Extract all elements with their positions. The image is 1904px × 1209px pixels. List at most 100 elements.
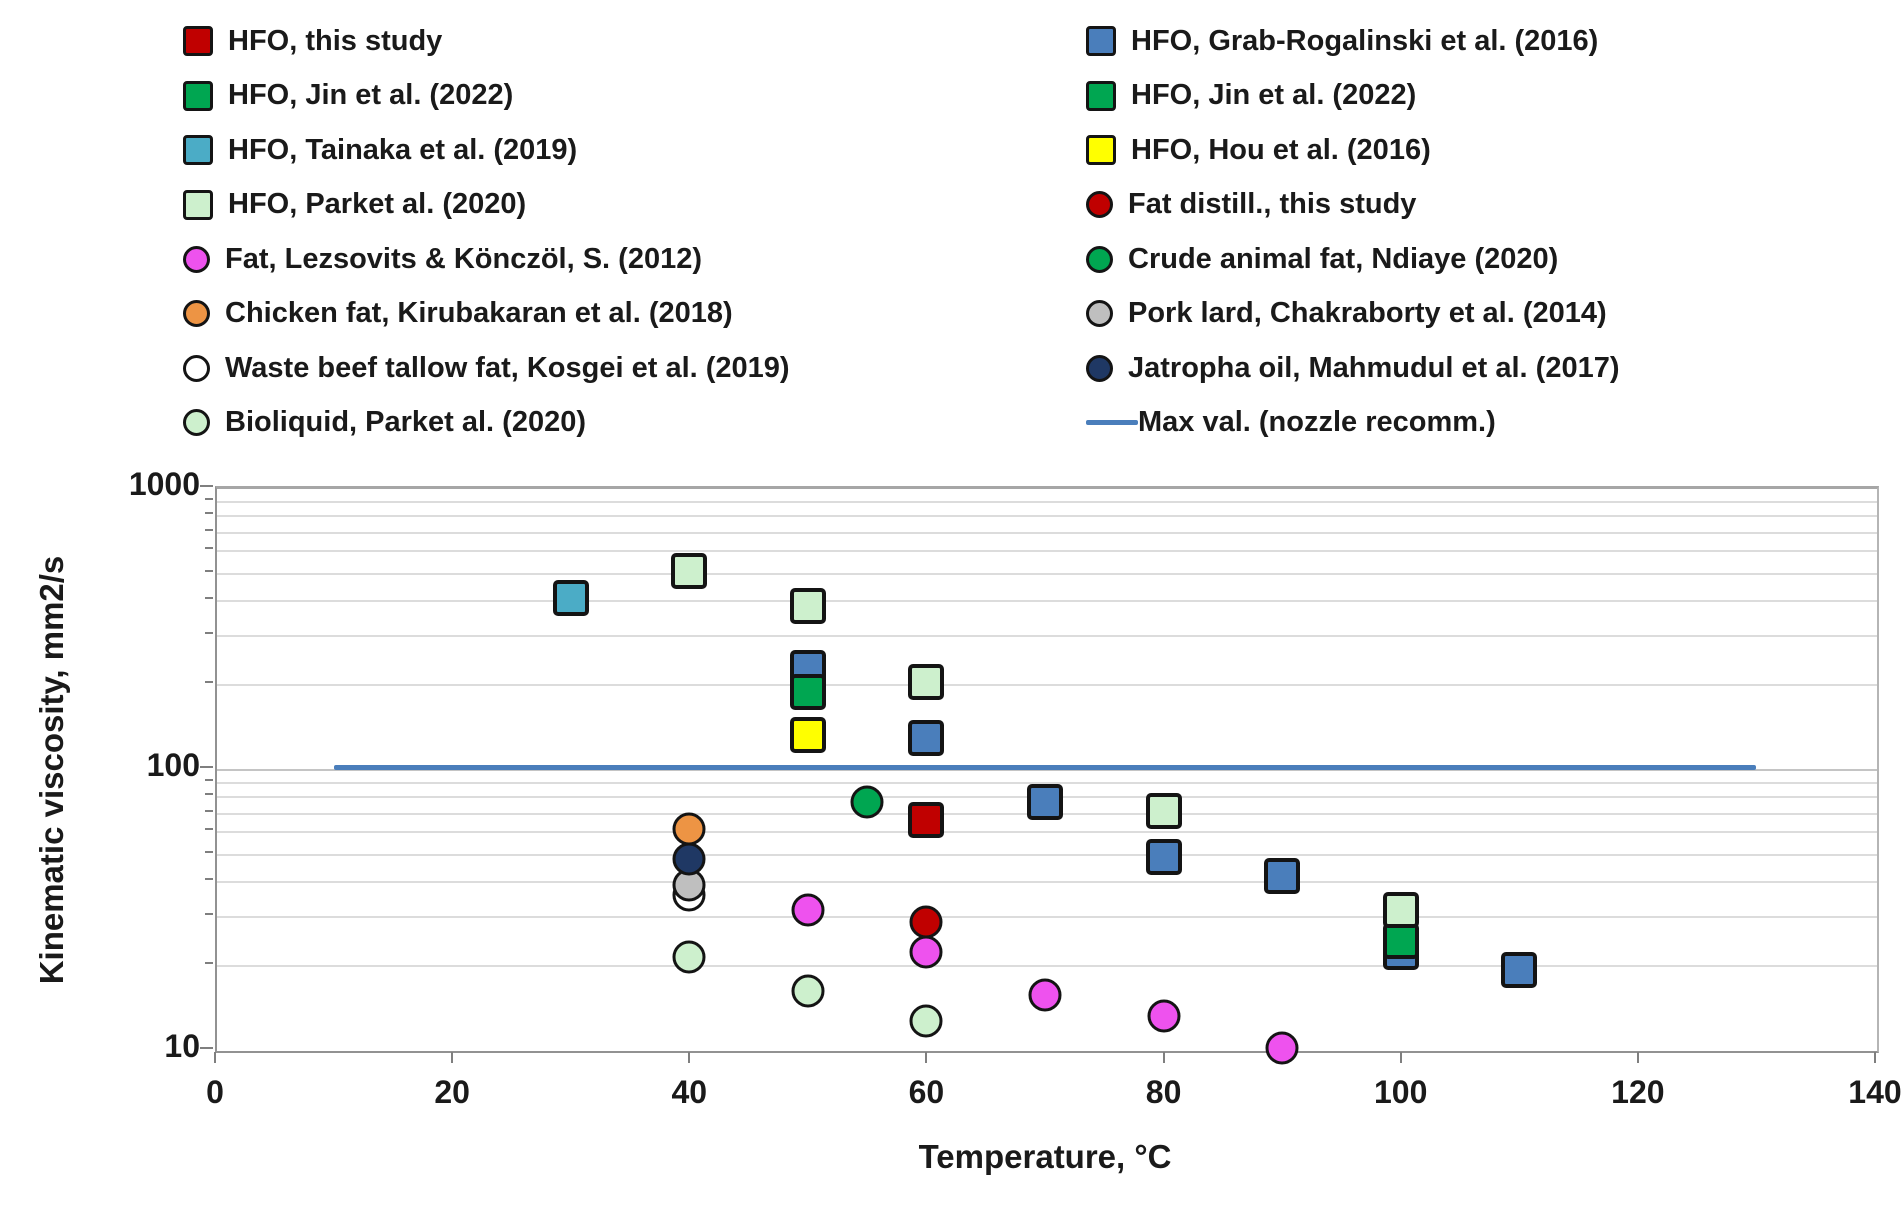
legend-item: Max val. (nozzle recomm.) — [1086, 396, 1620, 451]
legend-circle-marker-icon — [183, 409, 210, 437]
y-tick-mark — [200, 1047, 213, 1049]
legend-label: Chicken fat, Kirubakaran et al. (2018) — [225, 297, 733, 330]
data-point — [1027, 784, 1063, 821]
y-tick-mark — [205, 681, 213, 684]
x-tick-label: 100 — [1374, 1074, 1428, 1110]
gridline — [217, 500, 1877, 503]
legend-square-marker-icon — [1086, 26, 1116, 57]
y-tick-mark — [205, 809, 213, 812]
data-point — [908, 664, 945, 701]
x-tick-label: 140 — [1848, 1074, 1902, 1110]
data-point — [789, 587, 826, 624]
x-tick-label: 60 — [908, 1074, 945, 1110]
data-point — [909, 1004, 943, 1038]
data-point — [909, 905, 943, 939]
legend-circle-marker-icon — [183, 245, 210, 273]
data-point — [789, 716, 826, 753]
legend-item: Fat distill., this study — [1086, 178, 1620, 233]
legend-item: Fat, Lezsovits & Könczöl, S. (2012) — [183, 232, 790, 287]
x-tick-label: 40 — [671, 1074, 708, 1110]
legend-square-marker-icon — [183, 189, 213, 220]
legend-square-marker-icon — [183, 135, 213, 166]
y-tick-label: 10 — [164, 1028, 200, 1064]
data-point — [672, 940, 706, 974]
y-tick-mark — [205, 528, 213, 531]
legend-column-left: HFO, this study HFO, Jin et al. (2022) HFO… — [183, 14, 790, 450]
gridline — [217, 915, 1877, 918]
x-tick-label: 0 — [206, 1074, 224, 1110]
max-value-line — [333, 764, 1757, 770]
y-tick-label: 100 — [146, 747, 200, 783]
y-tick-mark — [205, 912, 213, 915]
x-tick-mark — [688, 1052, 691, 1063]
legend-item: Crude animal fat, Ndiaye (2020) — [1086, 232, 1620, 287]
legend-item: HFO, Jin et al. (2022) — [183, 69, 790, 124]
legend-label: Fat distill., this study — [1128, 188, 1417, 221]
gridline — [217, 684, 1877, 687]
legend-label: HFO, Jin et al. (2022) — [1131, 79, 1417, 112]
legend-label: Pork lard, Chakraborty et al. (2014) — [1128, 297, 1607, 330]
gridline — [217, 531, 1877, 534]
legend-square-marker-icon — [183, 26, 213, 57]
data-point — [1265, 1031, 1299, 1065]
y-tick-mark — [205, 962, 213, 965]
legend-item: Waste beef tallow fat, Kosgei et al. (20… — [183, 341, 790, 396]
x-tick-mark — [214, 1052, 216, 1063]
x-tick-mark — [1399, 1052, 1402, 1063]
gridline — [217, 781, 1877, 784]
legend-label: Bioliquid, Parket al. (2020) — [225, 406, 586, 439]
legend-label: HFO, Hou et al. (2016) — [1131, 133, 1431, 166]
x-axis-title: Temperature, °C — [918, 1138, 1172, 1175]
y-tick-mark — [200, 485, 213, 487]
y-tick-mark — [205, 631, 213, 634]
y-tick-mark — [205, 877, 213, 880]
data-point — [1382, 923, 1419, 960]
y-tick-mark — [205, 512, 213, 515]
gridline — [217, 515, 1877, 518]
gridline — [217, 965, 1877, 968]
legend-item: HFO, Parket al. (2020) — [183, 178, 790, 233]
data-point — [672, 842, 706, 876]
legend-label: Max val. (nozzle recomm.) — [1138, 406, 1496, 439]
legend-circle-marker-icon — [1086, 300, 1113, 328]
legend-square-marker-icon — [1086, 135, 1116, 166]
plot-area — [215, 486, 1879, 1053]
legend-label: Crude animal fat, Ndiaye (2020) — [1128, 242, 1559, 275]
legend-item: HFO, Hou et al. (2016) — [1086, 123, 1620, 178]
gridline — [217, 880, 1877, 883]
legend-line-marker-icon — [1086, 420, 1138, 426]
legend-item: HFO, this study — [183, 14, 790, 69]
legend-item: HFO, Grab-Rogalinski et al. (2016) — [1086, 14, 1620, 69]
y-tick-label: 1000 — [128, 466, 200, 502]
legend-square-marker-icon — [183, 80, 213, 111]
y-tick-mark — [205, 793, 213, 796]
data-point — [789, 673, 826, 710]
x-tick-mark — [1636, 1052, 1639, 1063]
x-tick-mark — [1162, 1052, 1165, 1063]
gridline — [217, 831, 1877, 834]
legend-circle-marker-icon — [1086, 354, 1113, 382]
data-point — [1264, 857, 1301, 894]
data-point — [908, 719, 945, 756]
data-point — [1147, 999, 1181, 1033]
x-tick-mark — [451, 1052, 454, 1063]
legend-item: HFO, Jin et al. (2022) — [1086, 69, 1620, 124]
x-tick-label: 80 — [1145, 1074, 1182, 1110]
y-tick-mark — [200, 766, 213, 768]
legend-label: Waste beef tallow fat, Kosgei et al. (20… — [225, 351, 790, 384]
data-point — [791, 974, 825, 1008]
legend-label: HFO, Parket al. (2020) — [228, 188, 527, 221]
data-point — [791, 893, 825, 927]
legend-square-marker-icon — [1086, 80, 1116, 111]
data-point — [552, 579, 589, 616]
gridline — [217, 599, 1877, 602]
data-point — [1145, 792, 1182, 829]
legend-label: HFO, Jin et al. (2022) — [228, 79, 514, 112]
y-tick-mark — [205, 497, 213, 500]
legend-label: HFO, Tainaka et al. (2019) — [228, 133, 578, 166]
data-point — [1028, 978, 1062, 1012]
legend-item: Chicken fat, Kirubakaran et al. (2018) — [183, 287, 790, 342]
legend-circle-marker-icon — [183, 354, 210, 382]
